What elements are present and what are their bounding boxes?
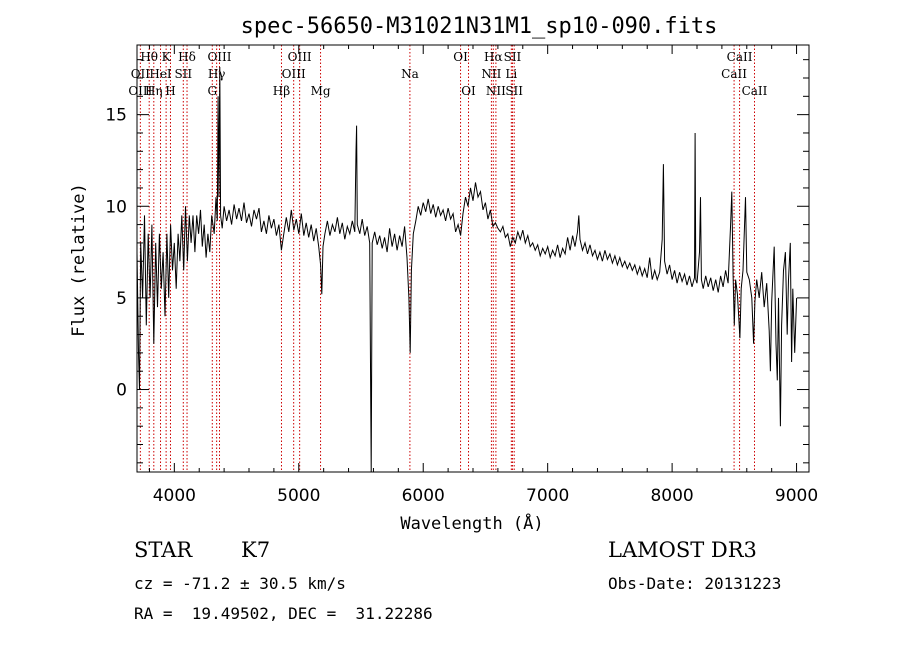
x-axis-label: Wavelength (Å) bbox=[400, 512, 543, 534]
spectral-line-label: HeI bbox=[149, 67, 172, 81]
redshift-velocity: cz = -71.2 ± 30.5 km/s bbox=[134, 574, 346, 593]
observation-date: Obs-Date: 20131223 bbox=[608, 574, 782, 593]
plot-frame bbox=[136, 44, 810, 473]
spectral-line-markers bbox=[139, 45, 755, 472]
spectral-line-label: CaII bbox=[721, 67, 747, 81]
spectral-line-label: Hα bbox=[484, 50, 503, 64]
spectral-line-label: Li bbox=[505, 67, 517, 81]
spectral-line-label: OIII bbox=[128, 84, 152, 98]
spectral-line-label: G bbox=[207, 84, 217, 98]
spectral-line-label: Hγ bbox=[208, 67, 226, 81]
spectral-line-label: CaII bbox=[727, 50, 753, 64]
spectral-line-label: K bbox=[162, 50, 172, 64]
spectral-line-label: Hη bbox=[145, 84, 163, 98]
spectral-line-label: Hδ bbox=[178, 50, 196, 64]
spectral-line-label: OI bbox=[461, 84, 476, 98]
survey-name: LAMOST DR3 bbox=[608, 538, 757, 562]
y-axis: 0 5 10 15 bbox=[105, 59, 809, 464]
x-tick-label: 8000 bbox=[650, 486, 693, 506]
spectral-line-label: H bbox=[165, 84, 175, 98]
y-tick-label: 15 bbox=[105, 106, 127, 126]
x-tick-label: 7000 bbox=[526, 486, 569, 506]
y-tick-label: 10 bbox=[105, 197, 127, 217]
spectral-line-label: SII bbox=[174, 67, 192, 81]
x-axis: 4000 5000 6000 7000 8000 9000 bbox=[148, 45, 818, 506]
spectral-line-label: Hθ bbox=[140, 50, 158, 64]
spectrum-line bbox=[136, 66, 798, 473]
coordinates: RA = 19.49502, DEC = 31.22286 bbox=[134, 604, 433, 623]
spectral-line-label: Hβ bbox=[273, 84, 290, 98]
chart-title: spec-56650-M31021N31M1_sp10-090.fits bbox=[241, 14, 718, 39]
x-tick-label: 4000 bbox=[153, 486, 196, 506]
spectral-line-label: NII bbox=[481, 67, 501, 81]
spectral-line-label: OIII bbox=[207, 50, 231, 64]
x-tick-label: 5000 bbox=[277, 486, 320, 506]
spectral-line-label: NII bbox=[486, 84, 506, 98]
object-class: STAR bbox=[134, 538, 193, 562]
spectral-line-label: CaII bbox=[742, 84, 768, 98]
spectral-line-label: SII bbox=[504, 50, 522, 64]
spectral-line-label: OII bbox=[131, 67, 151, 81]
spectral-line-label: Mg bbox=[311, 84, 331, 98]
x-tick-label: 9000 bbox=[775, 486, 818, 506]
object-subclass: K7 bbox=[241, 538, 271, 562]
spectral-line-label: OIII bbox=[282, 67, 306, 81]
spectral-line-label: Na bbox=[401, 67, 419, 81]
spectral-line-label: SII bbox=[505, 84, 523, 98]
y-tick-label: 0 bbox=[116, 381, 127, 401]
y-tick-label: 5 bbox=[116, 289, 127, 309]
spectral-line-label: OIII bbox=[288, 50, 312, 64]
spectral-line-label: OI bbox=[453, 50, 468, 64]
x-tick-label: 6000 bbox=[402, 486, 445, 506]
y-axis-label: Flux (relative) bbox=[69, 183, 89, 337]
